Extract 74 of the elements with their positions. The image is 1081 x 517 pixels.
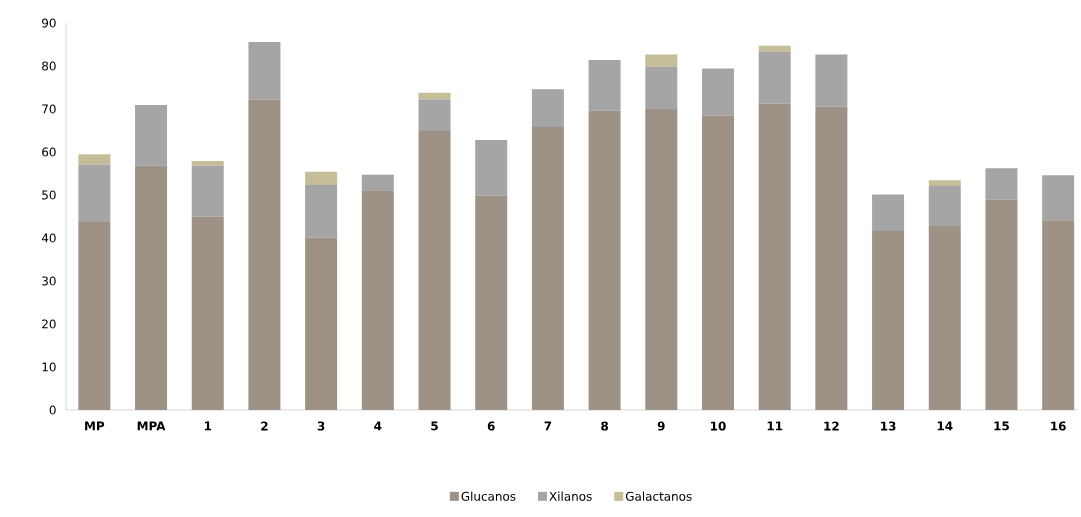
bar (758, 51, 791, 104)
bar (1042, 220, 1075, 410)
x-tick-label: MPA (137, 421, 166, 431)
y-tick-label: 90 (42, 18, 56, 28)
bar (135, 165, 168, 410)
x-tick-label: 8 (601, 421, 609, 431)
bar (248, 99, 281, 410)
x-tick-label: 4 (374, 421, 382, 431)
x-tick-label: 5 (431, 421, 438, 431)
y-tick-label: 60 (42, 147, 56, 157)
bar (985, 199, 1018, 410)
bar (701, 68, 734, 116)
legend-label: Glucanos (461, 491, 516, 501)
bar (191, 165, 224, 217)
bar (78, 164, 111, 223)
bar (78, 154, 111, 165)
bar (191, 161, 224, 166)
x-tick-label: MP (85, 421, 105, 431)
bar (361, 174, 394, 191)
bar (928, 185, 961, 226)
bar (928, 180, 961, 186)
bar (418, 92, 451, 100)
bar (418, 130, 451, 410)
x-tick-label: 6 (487, 421, 495, 431)
bar (645, 54, 678, 67)
bar (645, 66, 678, 109)
x-tick-label: 7 (544, 421, 552, 431)
x-tick-label: 14 (937, 421, 953, 431)
bar (305, 171, 338, 186)
y-tick-label: 0 (49, 405, 56, 415)
x-tick-label: 12 (824, 421, 839, 431)
y-tick-label: 20 (42, 319, 56, 329)
bar (135, 105, 168, 166)
bar (248, 41, 281, 100)
bar (305, 185, 338, 238)
y-tick-label: 50 (42, 190, 56, 200)
bar (928, 225, 961, 410)
bar (758, 45, 791, 52)
bar (985, 168, 1018, 200)
bar (1042, 175, 1075, 221)
bar (475, 195, 508, 410)
x-tick-label: 16 (1051, 421, 1066, 431)
legend-label: Xilanos (549, 491, 592, 501)
bar (78, 222, 111, 410)
bar (815, 106, 848, 410)
x-tick-label: 13 (881, 421, 896, 431)
y-tick-label: 40 (41, 233, 56, 243)
bar (815, 54, 848, 107)
x-tick-label: 2 (261, 421, 268, 431)
bar (531, 127, 564, 410)
bar (588, 59, 621, 111)
legend-label: Galactanos (625, 491, 692, 501)
bar (758, 103, 791, 410)
bar (531, 89, 564, 128)
y-tick-label: 10 (42, 362, 56, 372)
x-tick-label: 15 (994, 421, 1009, 431)
y-tick-label: 30 (42, 276, 56, 286)
x-tick-label: 3 (317, 421, 325, 431)
bar (645, 108, 678, 410)
y-tick-label: 80 (42, 61, 56, 71)
x-tick-label: 10 (711, 421, 726, 431)
x-tick-label: 1 (204, 421, 212, 431)
bar (701, 115, 734, 410)
bar (872, 194, 905, 232)
x-tick-label: 11 (767, 421, 783, 431)
bar (191, 216, 224, 410)
bar (588, 110, 621, 410)
y-tick-label: 70 (42, 104, 56, 114)
bar (305, 237, 338, 410)
x-tick-label: 9 (657, 421, 665, 431)
bar (418, 99, 451, 131)
bar (361, 190, 394, 410)
bar (872, 231, 905, 410)
bar (475, 139, 508, 196)
